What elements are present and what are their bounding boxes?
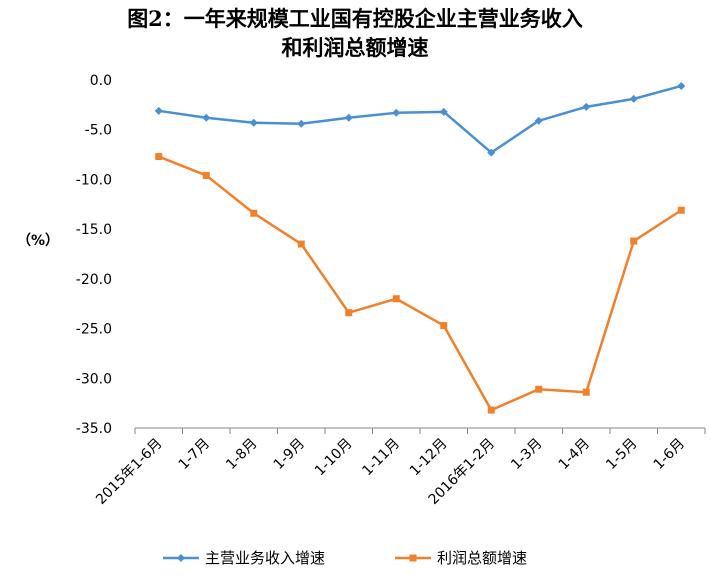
y-tick-label: -5.0 [85,123,112,139]
y-tick-label: 0.0 [90,73,112,89]
chart-title: 图2：一年来规模工业国有控股企业主营业务收入 和利润总额增速 [0,4,710,62]
series-1 [154,81,686,157]
data-point [202,113,211,122]
x-tick-label: 1-11月 [359,436,403,480]
data-point [582,388,590,396]
series-layer [154,81,686,414]
data-point [440,322,448,330]
legend: 主营业务收入增速 利润总额增速 [163,549,527,567]
legend-item-2: 利润总额增速 [395,549,527,567]
x-tick-label: 1-6月 [651,436,688,473]
data-point [297,240,305,248]
x-tick-label: 1-12月 [407,436,451,480]
legend-marker [409,554,417,562]
legend-label: 利润总额增速 [437,549,527,567]
legend-item-1: 主营业务收入增速 [163,549,325,567]
data-point [392,108,401,117]
chart-title-line-2: 和利润总额增速 [281,35,429,60]
series-2 [155,153,685,414]
data-point [534,116,543,125]
y-axis-ticks: 0.0 -5.0 -10.0 -15.0 -20.0 -25.0 -30.0 -35.0 [76,73,112,437]
data-point [392,295,400,303]
data-point [582,102,591,111]
data-point [344,113,353,122]
x-tick-label: 2015年1-6月 [93,436,165,508]
data-point [487,406,495,414]
series-line [158,84,682,154]
data-point [677,81,686,90]
data-point [439,107,448,116]
chart-title-line-1: 图2：一年来规模工业国有控股企业主营业务收入 [127,6,583,31]
data-point [297,119,306,128]
y-axis-label: （%） [17,233,59,249]
x-tick-label: 1-3月 [508,436,545,473]
data-point [629,94,638,103]
x-tick-label: 1-7月 [176,436,213,473]
data-point [155,153,163,161]
data-point [250,209,258,217]
y-tick-label: -25.0 [76,322,112,338]
x-axis [134,427,706,434]
x-tick-label: 1-10月 [312,436,356,480]
series-line [158,155,682,412]
legend-label: 主营业务收入增速 [205,549,325,567]
x-tick-label: 1-4月 [556,436,593,473]
y-tick-label: -35.0 [76,421,112,437]
y-tick-label: -20.0 [76,272,112,288]
data-point [630,237,638,245]
data-point [487,148,496,157]
data-point [535,385,543,393]
x-tick-label: 1-9月 [271,436,308,473]
x-axis-ticks: 2015年1-6月 1-7月 1-8月 1-9月 1-10月 1-11月 1-12月2016… [93,436,688,508]
x-tick-label: 1-5月 [603,436,640,473]
data-point [345,309,353,317]
y-tick-label: -15.0 [76,222,112,238]
y-tick-label: -30.0 [76,371,112,387]
data-point [154,106,163,115]
legend-marker [177,554,185,562]
data-point [249,118,258,127]
x-tick-label: 1-8月 [223,436,260,473]
y-tick-label: -10.0 [76,172,112,188]
data-point [677,206,685,214]
data-point [202,171,210,179]
